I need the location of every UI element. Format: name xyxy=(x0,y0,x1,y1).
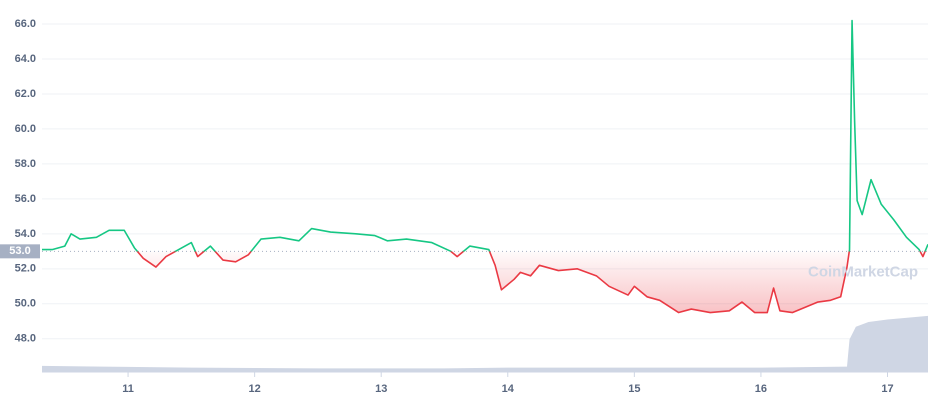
x-tick-label: 17 xyxy=(881,383,893,395)
y-tick-label: 64.0 xyxy=(15,53,36,65)
axes: 48.0 50.0 52.0 54.0 56.0 58.0 60.0 62.0 64.0 66.0… xyxy=(0,18,928,395)
y-tick-label: 60.0 xyxy=(15,123,36,135)
below-baseline-fill xyxy=(137,251,926,313)
y-tick-label: 50.0 xyxy=(15,298,36,310)
watermark: CoinMarketCap xyxy=(808,263,918,280)
volume-area xyxy=(42,315,928,372)
y-tick-label: 52.0 xyxy=(15,263,36,275)
x-tick-label: 14 xyxy=(502,383,515,395)
y-tick-label: 58.0 xyxy=(15,158,36,170)
y-tick-label: 54.0 xyxy=(15,228,36,240)
y-tick-label: 48.0 xyxy=(15,333,36,345)
grid xyxy=(42,23,928,340)
price-line xyxy=(42,19,928,314)
baseline-label: 53.0 xyxy=(9,245,30,257)
y-tick-label: 66.0 xyxy=(15,18,36,30)
x-tick-label: 11 xyxy=(122,383,134,395)
y-tick-label: 56.0 xyxy=(15,193,36,205)
x-tick-label: 16 xyxy=(755,383,767,395)
baseline-label-box xyxy=(0,244,40,259)
plot xyxy=(42,19,928,372)
x-tick-label: 12 xyxy=(249,383,261,395)
y-tick-label: 62.0 xyxy=(15,88,36,100)
x-tick-label: 13 xyxy=(375,383,387,395)
x-tick-label: 15 xyxy=(628,383,640,395)
